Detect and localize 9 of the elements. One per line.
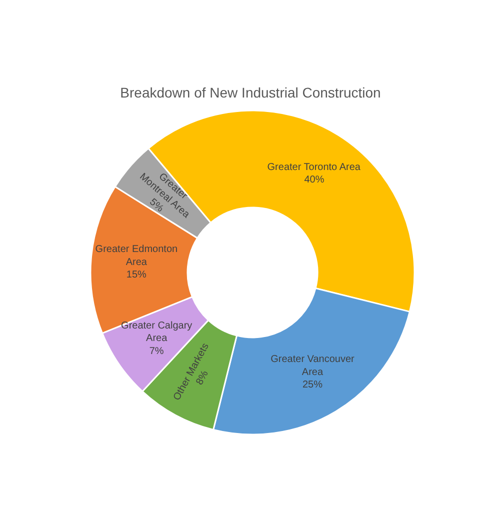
data-label: 40%	[304, 174, 324, 186]
slice-label: Greater Vancouver Area	[270, 354, 356, 378]
slice-label: Greater Toronto Area	[267, 162, 361, 173]
slice-label: Greater Edmonton Area	[95, 244, 178, 268]
slice-label: Greater Calgary Area	[121, 320, 192, 344]
data-label: 7%	[149, 346, 164, 357]
chart-title: Breakdown of New Industrial Construction	[120, 84, 381, 100]
data-label: 25%	[302, 380, 323, 391]
data-label: 15%	[126, 269, 147, 280]
